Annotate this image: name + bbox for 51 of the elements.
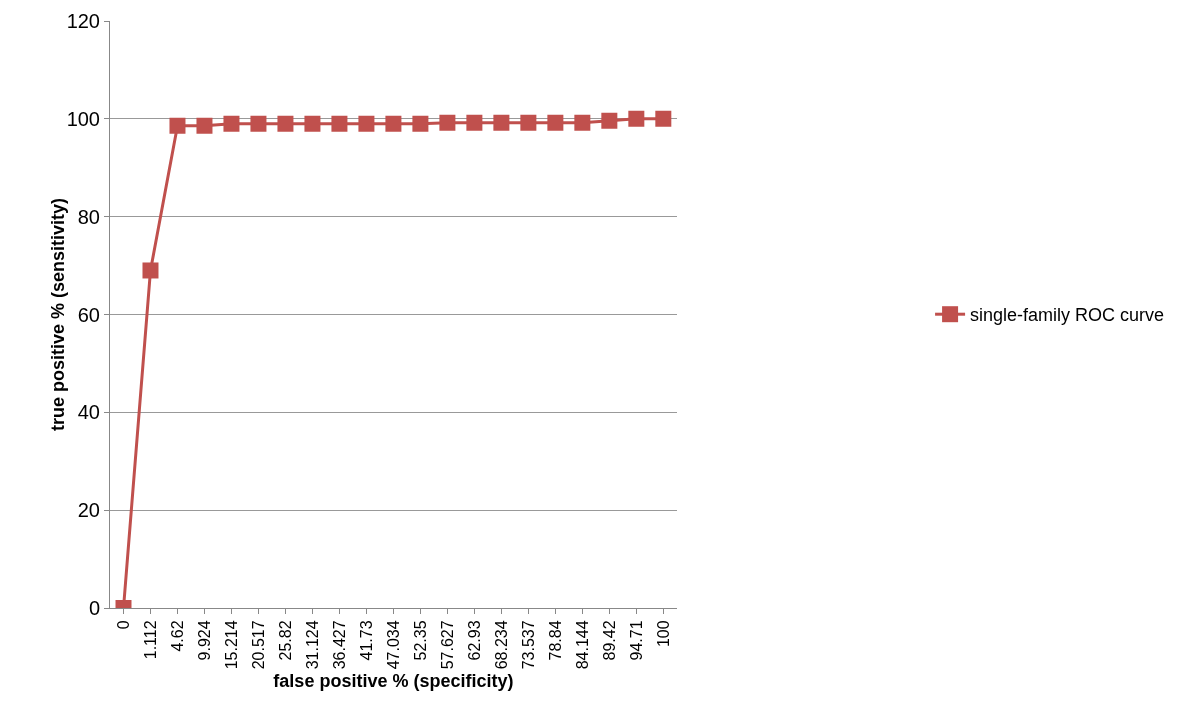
point: [574, 114, 591, 131]
y-tick-label: 40: [77, 401, 100, 424]
x-axis-title: false positive % (specificity): [273, 671, 514, 692]
point: [250, 115, 267, 132]
y-tick-label: 120: [66, 10, 100, 32]
y-tick-label: 100: [66, 107, 100, 130]
point: [358, 115, 375, 132]
point: [547, 114, 564, 131]
point: [142, 262, 159, 279]
x-tick-label: 62.93: [465, 620, 483, 661]
point: [304, 115, 321, 132]
x-tick-label: 9.924: [195, 620, 213, 661]
x-tick-label: 36.427: [330, 620, 348, 670]
point: [277, 115, 294, 132]
point: [439, 114, 456, 131]
x-tick-label: 0: [114, 620, 132, 630]
y-tick-label: 60: [77, 303, 100, 326]
x-tick-label: 57.627: [438, 620, 456, 670]
x-tick-label: 73.537: [519, 620, 537, 670]
point: [601, 112, 618, 129]
x-tick-label: 52.35: [411, 620, 429, 661]
x-tick-label: 25.82: [276, 620, 294, 661]
x-tick-label: 100: [654, 620, 672, 648]
legend-label: single-family ROC curve: [970, 305, 1165, 326]
x-tick-label: 47.034: [384, 620, 402, 670]
x-tick-label: 41.73: [357, 620, 375, 661]
x-tick-label: 84.144: [573, 620, 591, 670]
point: [655, 110, 672, 127]
x-tick-label: 78.84: [546, 620, 564, 661]
x-tick-label: 68.234: [492, 620, 510, 670]
y-tick-label: 0: [88, 597, 100, 619]
point: [223, 115, 240, 132]
point: [385, 115, 402, 132]
point: [466, 114, 483, 131]
x-tick-label: 20.517: [249, 620, 267, 670]
point: [628, 110, 645, 127]
point: [196, 117, 213, 134]
point: [412, 115, 429, 132]
point: [493, 114, 510, 131]
point: [331, 115, 348, 132]
x-tick-label: 15.214: [222, 620, 240, 670]
x-tick-label: 4.62: [168, 620, 186, 652]
y-tick-label: 20: [77, 499, 100, 522]
point: [520, 114, 537, 131]
x-tick-label: 1.112: [141, 620, 159, 660]
x-tick-label: 89.42: [600, 620, 618, 661]
point: [169, 117, 186, 134]
x-tick-label: 31.124: [303, 620, 321, 670]
y-tick-label: 80: [77, 205, 100, 228]
y-axis-title: true positive % (sensitivity): [48, 197, 68, 432]
x-tick-label: 94.71: [627, 620, 645, 661]
